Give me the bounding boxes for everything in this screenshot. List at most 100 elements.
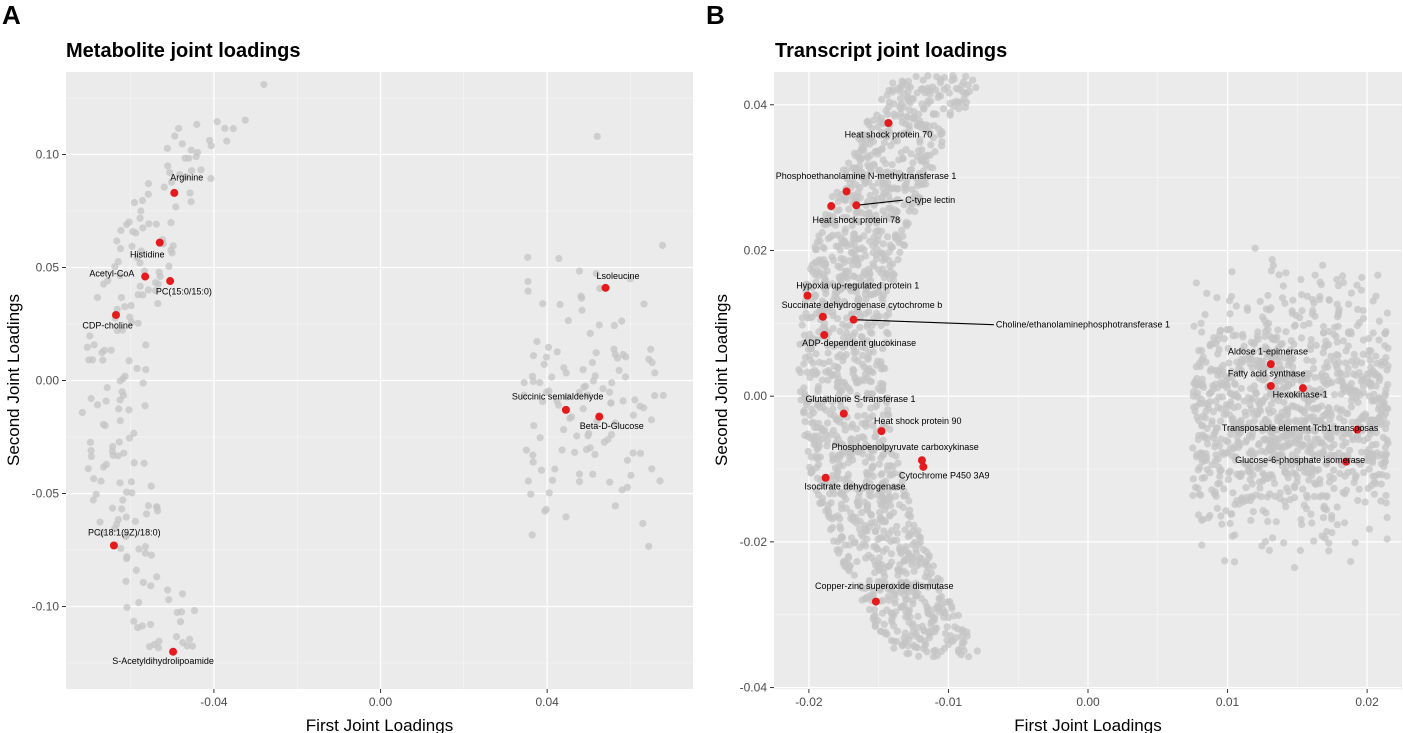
data-point bbox=[900, 492, 908, 500]
data-point bbox=[804, 345, 813, 353]
data-point bbox=[188, 642, 197, 650]
data-point bbox=[1253, 356, 1261, 365]
data-point bbox=[900, 201, 908, 209]
data-point bbox=[839, 490, 847, 498]
data-point bbox=[1375, 317, 1384, 325]
data-point bbox=[1269, 474, 1277, 482]
x-tick-label: -0.02 bbox=[795, 695, 823, 709]
data-point bbox=[529, 352, 538, 360]
data-point bbox=[906, 530, 914, 538]
data-point bbox=[1283, 419, 1291, 427]
data-point bbox=[885, 310, 893, 318]
data-point bbox=[866, 191, 874, 200]
data-point bbox=[884, 191, 893, 200]
data-point bbox=[197, 166, 205, 174]
data-point bbox=[879, 345, 887, 353]
data-point bbox=[843, 474, 851, 483]
data-point bbox=[611, 502, 619, 510]
data-point bbox=[1276, 360, 1284, 368]
data-point bbox=[599, 385, 607, 393]
data-point bbox=[847, 534, 856, 542]
data-point bbox=[229, 125, 237, 133]
data-point bbox=[815, 460, 823, 469]
data-point bbox=[1206, 398, 1214, 406]
data-point bbox=[125, 357, 133, 365]
data-point bbox=[942, 598, 950, 606]
data-point bbox=[1259, 469, 1267, 477]
highlighted-point bbox=[595, 412, 604, 421]
data-point bbox=[948, 604, 956, 612]
data-point bbox=[1325, 296, 1333, 304]
data-point bbox=[909, 159, 917, 167]
data-point bbox=[78, 408, 86, 417]
data-point bbox=[1226, 310, 1234, 318]
data-point bbox=[187, 198, 195, 206]
data-point bbox=[142, 510, 151, 518]
data-point bbox=[1192, 279, 1200, 287]
data-point bbox=[845, 321, 854, 329]
data-point bbox=[891, 206, 899, 214]
data-point bbox=[845, 205, 853, 213]
data-point bbox=[626, 275, 634, 283]
data-point bbox=[1268, 428, 1276, 437]
data-point bbox=[924, 583, 932, 591]
y-tick-label: 0.00 bbox=[36, 374, 60, 388]
data-point bbox=[868, 329, 876, 337]
data-point bbox=[656, 477, 664, 485]
data-point bbox=[165, 596, 173, 604]
data-point bbox=[260, 80, 268, 89]
data-point bbox=[837, 234, 845, 243]
data-point bbox=[916, 533, 925, 542]
data-point bbox=[1296, 313, 1304, 322]
data-point bbox=[817, 482, 825, 490]
data-point bbox=[529, 451, 537, 459]
data-point bbox=[876, 627, 885, 635]
data-point bbox=[1208, 486, 1216, 494]
data-point bbox=[1283, 391, 1291, 400]
data-point bbox=[1290, 322, 1299, 330]
data-point bbox=[828, 253, 836, 261]
data-point bbox=[1264, 291, 1272, 300]
data-point bbox=[1258, 427, 1267, 435]
data-point bbox=[537, 466, 546, 474]
data-point bbox=[1340, 519, 1349, 527]
y-tick-label: -0.05 bbox=[32, 487, 60, 501]
data-point bbox=[1352, 371, 1360, 379]
data-point bbox=[1282, 484, 1291, 492]
data-point bbox=[1311, 312, 1319, 320]
data-point bbox=[846, 561, 854, 570]
data-point bbox=[899, 503, 907, 512]
data-point bbox=[861, 135, 869, 143]
data-point bbox=[87, 452, 95, 461]
data-point bbox=[862, 286, 870, 294]
data-point bbox=[1246, 431, 1254, 439]
data-point bbox=[606, 478, 614, 486]
highlighted-point bbox=[141, 272, 150, 281]
data-point bbox=[824, 234, 832, 243]
data-point bbox=[1299, 485, 1307, 493]
data-point bbox=[864, 354, 873, 362]
data-point bbox=[1381, 342, 1389, 350]
data-point bbox=[822, 211, 830, 219]
data-point bbox=[177, 608, 186, 616]
data-point bbox=[1248, 480, 1256, 488]
data-point bbox=[1202, 407, 1210, 415]
data-point bbox=[821, 274, 829, 282]
data-point bbox=[900, 487, 908, 495]
data-point bbox=[164, 162, 172, 170]
data-point bbox=[874, 123, 882, 131]
data-point bbox=[880, 139, 889, 147]
data-point bbox=[121, 303, 129, 311]
data-point bbox=[640, 300, 648, 308]
panel-b-transcript-chart: B Transcript joint loadings Heat shock p… bbox=[706, 0, 1402, 733]
data-point bbox=[933, 652, 941, 660]
data-point bbox=[536, 378, 544, 387]
point-label: Acetyl-CoA bbox=[89, 269, 134, 279]
data-point bbox=[1375, 336, 1383, 344]
data-point bbox=[828, 486, 837, 494]
data-point bbox=[836, 396, 844, 405]
data-point bbox=[809, 340, 817, 348]
data-point bbox=[138, 196, 147, 205]
data-point bbox=[539, 397, 547, 406]
